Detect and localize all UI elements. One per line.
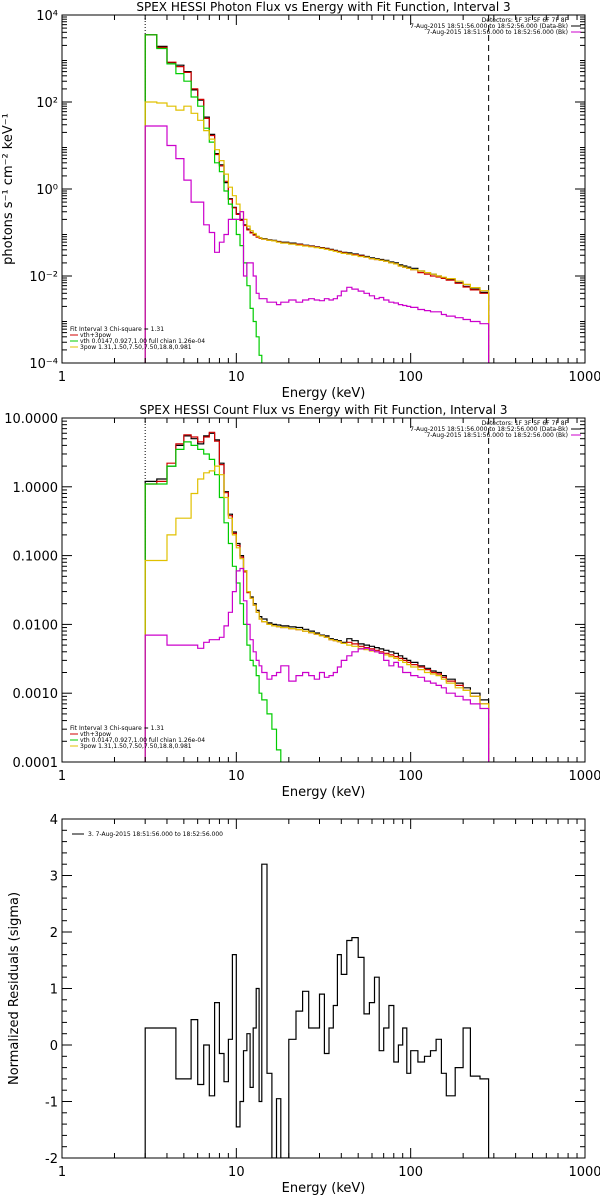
- chart0-legend-entry: Fit Interval 3 Chi-square = 1.31: [70, 326, 164, 333]
- chart1-header-line: Detectors: 1F 3F 5F 6F 7F 8F: [482, 420, 569, 427]
- chart0-header-line: 7-Aug-2015 18:51:56.000 to 18:52:56.000 …: [426, 29, 568, 36]
- chart1-header-line: 7-Aug-2015 18:51:56.000 to 18:52:56.000 …: [410, 426, 568, 433]
- chart0-series-1: [144, 34, 490, 363]
- chart2-ytick-label: -1: [45, 1096, 58, 1111]
- chart1-legend-entry: vth 0.0147,0.927,1.00 full chian 1.26e-0…: [80, 737, 205, 744]
- chart2-ytick-label: 4: [50, 813, 58, 828]
- chart2-xtick-label: 10: [228, 1165, 245, 1180]
- chart1-ytick-label: 0.0001: [13, 756, 59, 771]
- chart0-ytick-label: 10²: [36, 96, 58, 111]
- chart1-xtick-label: 10: [228, 769, 245, 784]
- chart0-series-3: [144, 101, 490, 363]
- chart1-ytick-label: 10.0000: [4, 412, 58, 427]
- chart0-xlabel: Energy (keV): [282, 386, 366, 401]
- chart2-ytick-label: 1: [50, 983, 58, 998]
- chart0-ytick-label: 10⁴: [36, 9, 58, 24]
- chart2-xtick-label: 1: [58, 1165, 66, 1180]
- chart1-series-3: [144, 465, 490, 762]
- chart0-xtick-label: 100: [398, 370, 423, 385]
- chart0-legend-entry: 3pow 1.31,1.50,7.50,7.50,18.8,0.981: [80, 344, 192, 351]
- chart0-legend-entry: vth+3pow: [80, 332, 111, 339]
- chart0-series-0: [144, 34, 490, 363]
- chart1-legend-entry: 3pow 1.31,1.50,7.50,7.50,18.8,0.981: [80, 743, 192, 750]
- chart1-ytick-label: 0.1000: [13, 550, 59, 565]
- chart2-ytick-label: 0: [50, 1039, 58, 1054]
- chart0-series-4: [144, 125, 490, 363]
- chart0-header-line: Detectors: 1F 3F 5F 6F 7F 8F: [482, 17, 569, 24]
- chart0-ylabel: photons s⁻¹ cm⁻² keV⁻¹: [1, 113, 16, 265]
- chart1-xtick-label: 100: [398, 769, 423, 784]
- chart2-xtick-label: 1000: [568, 1165, 600, 1180]
- chart1-legend-entry: vth+3pow: [80, 731, 111, 738]
- chart0-xtick-label: 10: [228, 370, 245, 385]
- chart0-ytick-label: 10⁻⁴: [29, 357, 58, 372]
- chart0-series-2: [144, 34, 263, 363]
- chart1-ytick-label: 0.0100: [13, 618, 59, 633]
- chart1-ytick-label: 0.0010: [13, 687, 59, 702]
- chart2-xlabel: Energy (keV): [282, 1181, 366, 1196]
- chart2-ytick-label: 2: [50, 926, 58, 941]
- chart1-series-0: [144, 432, 490, 762]
- chart0-ytick-label: 10⁻²: [29, 270, 58, 285]
- chart2-frame: [61, 818, 586, 1159]
- chart1-series-1: [144, 431, 490, 762]
- chart1-xtick-label: 1000: [568, 769, 600, 784]
- chart1-header-line: 7-Aug-2015 18:51:56.000 to 18:52:56.000 …: [426, 432, 568, 439]
- chart2-legend-entry: 3. 7-Aug-2015 18:51:56.000 to 18:52:56.0…: [88, 831, 223, 838]
- chart2-ylabel: Normalized Residuals (sigma): [7, 892, 22, 1085]
- chart1-series-2: [144, 441, 282, 762]
- chart1-title: SPEX HESSI Count Flux vs Energy with Fit…: [139, 403, 507, 417]
- chart1-legend-entry: Fit Interval 3 Chi-square = 1.31: [70, 725, 164, 732]
- chart2-ytick-label: 3: [50, 870, 58, 885]
- chart2-xtick-label: 100: [398, 1165, 423, 1180]
- chart1-ytick-label: 1.0000: [13, 481, 59, 496]
- chart2-series-0: [144, 863, 490, 1158]
- chart0-header-line: 7-Aug-2015 18:51:56.000 to 18:52:56.000 …: [410, 23, 568, 30]
- chart1-series-4: [144, 567, 490, 762]
- chart0-ytick-label: 10⁰: [36, 183, 58, 198]
- chart2-ytick-label: -2: [45, 1152, 58, 1167]
- chart1-xtick-label: 1: [58, 769, 66, 784]
- chart1-xlabel: Energy (keV): [282, 785, 366, 800]
- chart0-xtick-label: 1000: [568, 370, 600, 385]
- chart0-legend-entry: vth 0.0147,0.927,1.00 full chian 1.26e-0…: [80, 338, 205, 345]
- chart0-xtick-label: 1: [58, 370, 66, 385]
- chart0-title: SPEX HESSI Photon Flux vs Energy with Fi…: [136, 0, 510, 14]
- chart1-frame: [61, 417, 586, 763]
- chart0-frame: [61, 14, 586, 364]
